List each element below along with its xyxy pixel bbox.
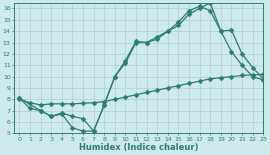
X-axis label: Humidex (Indice chaleur): Humidex (Indice chaleur)	[79, 143, 198, 152]
